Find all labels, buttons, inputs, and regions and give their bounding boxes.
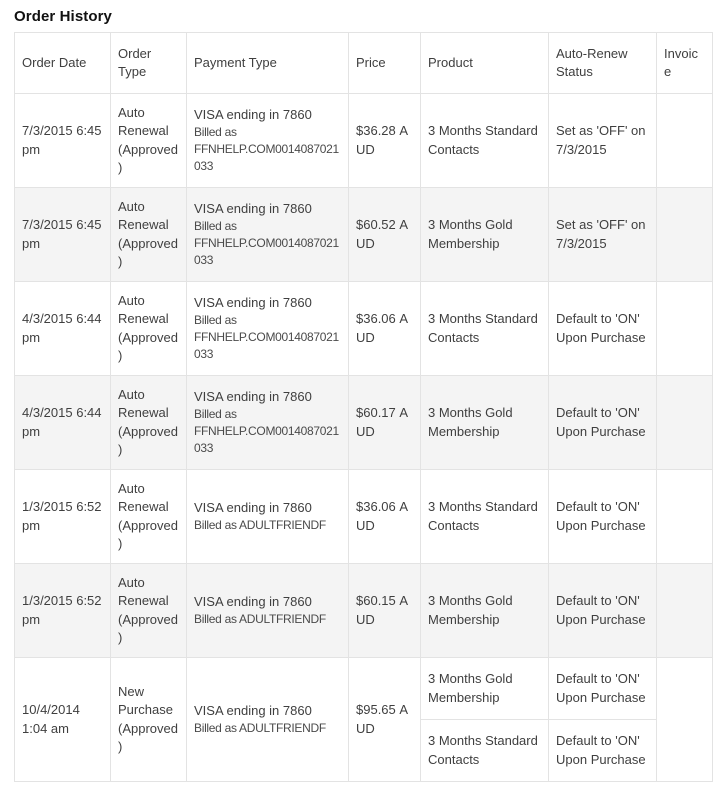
cell-price: $36.06 AUD [348, 281, 421, 376]
table-sub-row: 3 Months Standard Contacts Default to 'O… [15, 719, 713, 782]
cell-invoice [656, 93, 713, 188]
cell-invoice [656, 657, 713, 782]
cell-order-type: Auto Renewal (Approved) [110, 469, 187, 564]
column-header-price: Price [348, 32, 421, 94]
payment-billed-as: Billed as FFNHELP.COM0014087021033 [194, 125, 339, 174]
cell-auto-renew-status: Set as 'OFF' on 7/3/2015 [548, 93, 657, 188]
cell-order-type: Auto Renewal (Approved) [110, 563, 187, 658]
cell-auto-renew-status: Set as 'OFF' on 7/3/2015 [548, 187, 657, 282]
cell-price: $95.65 AUD [348, 657, 421, 782]
cell-order-date: 1/3/2015 6:52 pm [14, 563, 111, 658]
cell-payment-type: VISA ending in 7860 Billed as ADULTFRIEN… [186, 563, 349, 658]
cell-product: 3 Months Gold Membership [420, 375, 549, 470]
cell-product: 3 Months Standard Contacts [420, 719, 549, 782]
cell-auto-renew-status: Default to 'ON' Upon Purchase [548, 375, 657, 470]
cell-order-type: Auto Renewal (Approved) [110, 187, 187, 282]
cell-price: $60.52 AUD [348, 187, 421, 282]
cell-product: 3 Months Standard Contacts [420, 281, 549, 376]
column-header-order-type: Order Type [110, 32, 187, 94]
payment-billed-as: Billed as ADULTFRIENDF [194, 721, 326, 736]
cell-invoice [656, 375, 713, 470]
cell-order-date: 7/3/2015 6:45 pm [14, 187, 111, 282]
cell-order-date: 7/3/2015 6:45 pm [14, 93, 111, 188]
payment-billed-as: Billed as FFNHELP.COM0014087021033 [194, 219, 339, 268]
table-row: 7/3/2015 6:45 pm Auto Renewal (Approved)… [14, 187, 713, 282]
cell-price: $60.17 AUD [348, 375, 421, 470]
cell-payment-type: VISA ending in 7860 Billed as FFNHELP.CO… [186, 281, 349, 376]
payment-billed-as: Billed as ADULTFRIENDF [194, 612, 326, 627]
cell-order-date: 4/3/2015 6:44 pm [14, 281, 111, 376]
cell-order-type: Auto Renewal (Approved) [110, 375, 187, 470]
cell-order-date: 10/4/2014 1:04 am [14, 657, 111, 782]
column-header-payment-type: Payment Type [186, 32, 349, 94]
payment-method: VISA ending in 7860 [194, 294, 312, 310]
cell-price: $36.28 AUD [348, 93, 421, 188]
column-header-invoice: Invoice [656, 32, 713, 94]
cell-price: $36.06 AUD [348, 469, 421, 564]
table-row: 4/3/2015 6:44 pm Auto Renewal (Approved)… [14, 375, 713, 470]
cell-invoice [656, 469, 713, 564]
payment-billed-as: Billed as ADULTFRIENDF [194, 518, 326, 533]
payment-method: VISA ending in 7860 [194, 200, 312, 216]
table-row: 1/3/2015 6:52 pm Auto Renewal (Approved)… [14, 469, 713, 564]
cell-product: 3 Months Gold Membership [420, 563, 549, 658]
cell-invoice [656, 563, 713, 658]
cell-invoice [656, 281, 713, 376]
cell-product: 3 Months Gold Membership [420, 187, 549, 282]
table-row: 10/4/2014 1:04 am New Purchase (Approved… [14, 657, 713, 782]
cell-payment-type: VISA ending in 7860 Billed as FFNHELP.CO… [186, 375, 349, 470]
cell-price: $60.15 AUD [348, 563, 421, 658]
cell-auto-renew-status: Default to 'ON' Upon Purchase [548, 469, 657, 564]
page-title: Order History [14, 8, 112, 25]
payment-billed-as: Billed as FFNHELP.COM0014087021033 [194, 313, 339, 362]
cell-payment-type: VISA ending in 7860 Billed as ADULTFRIEN… [186, 469, 349, 564]
payment-method: VISA ending in 7860 [194, 593, 312, 609]
table-row: 1/3/2015 6:52 pm Auto Renewal (Approved)… [14, 563, 713, 658]
cell-auto-renew-status: Default to 'ON' Upon Purchase [548, 281, 657, 376]
payment-method: VISA ending in 7860 [194, 702, 312, 718]
column-header-order-date: Order Date [14, 32, 111, 94]
column-header-auto-renew-status: Auto-Renew Status [548, 32, 657, 94]
cell-payment-type: VISA ending in 7860 Billed as FFNHELP.CO… [186, 93, 349, 188]
cell-payment-type: VISA ending in 7860 Billed as FFNHELP.CO… [186, 187, 349, 282]
cell-auto-renew-status: Default to 'ON' Upon Purchase [548, 719, 657, 782]
payment-method: VISA ending in 7860 [194, 499, 312, 515]
cell-product: 3 Months Standard Contacts [420, 469, 549, 564]
cell-product: 3 Months Standard Contacts [420, 93, 549, 188]
payment-method: VISA ending in 7860 [194, 388, 312, 404]
cell-auto-renew-status: Default to 'ON' Upon Purchase [548, 563, 657, 658]
cell-order-type: Auto Renewal (Approved) [110, 93, 187, 188]
column-header-product: Product [420, 32, 549, 94]
cell-product: 3 Months Gold Membership [420, 657, 549, 720]
table-row: 4/3/2015 6:44 pm Auto Renewal (Approved)… [14, 281, 713, 376]
cell-payment-type: VISA ending in 7860 Billed as ADULTFRIEN… [186, 657, 349, 782]
order-history-table: Order Date Order Type Payment Type Price… [14, 32, 713, 782]
table-row: 7/3/2015 6:45 pm Auto Renewal (Approved)… [14, 93, 713, 188]
cell-invoice [656, 187, 713, 282]
payment-billed-as: Billed as FFNHELP.COM0014087021033 [194, 407, 339, 456]
cell-auto-renew-status: Default to 'ON' Upon Purchase [548, 657, 657, 720]
cell-order-type: Auto Renewal (Approved) [110, 281, 187, 376]
cell-order-date: 4/3/2015 6:44 pm [14, 375, 111, 470]
payment-method: VISA ending in 7860 [194, 106, 312, 122]
cell-order-date: 1/3/2015 6:52 pm [14, 469, 111, 564]
cell-order-type: New Purchase (Approved) [110, 657, 187, 782]
header-row: Order Date Order Type Payment Type Price… [14, 32, 713, 94]
